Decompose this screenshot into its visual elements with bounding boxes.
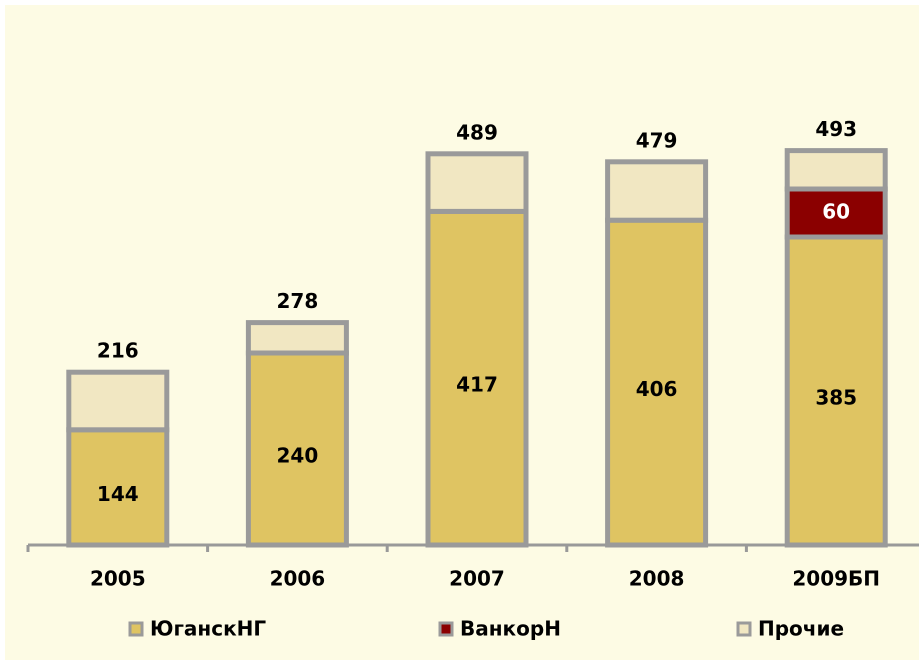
bar-segment [784,148,888,192]
bar-segment [605,217,709,548]
total-label: 479 [636,128,678,152]
legend-swatch [736,621,752,637]
x-tick-label: 2009БП [792,567,880,591]
x-tick-label: 2005 [90,567,146,591]
value-label: 60 [822,200,850,224]
total-label: 493 [815,117,857,141]
x-tick-label: 2008 [629,567,685,591]
bar-segment [425,151,529,214]
legend-label: ЮганскНГ [150,617,266,641]
bar-segment [784,186,888,240]
legend-label: Прочие [758,617,844,641]
value-label: 406 [636,377,678,401]
value-label: 144 [97,482,139,506]
legend-swatch [438,621,454,637]
value-label: 240 [277,444,319,468]
legend-label: ВанкорН [460,617,561,641]
legend-swatch [128,621,144,637]
bar-segment [605,159,709,223]
total-label: 278 [277,289,319,313]
bar-segment [245,320,349,356]
x-tick-label: 2007 [449,567,505,591]
bar-segment [245,350,349,548]
total-label: 216 [97,339,139,363]
bar-segment [66,369,170,433]
x-tick-label: 2006 [270,567,326,591]
total-label: 489 [456,120,498,144]
value-label: 385 [815,386,857,410]
value-label: 417 [456,373,498,397]
